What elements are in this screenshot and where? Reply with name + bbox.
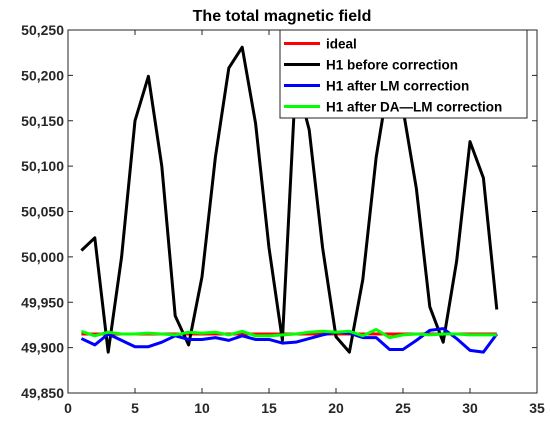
legend-label: H1 after LM correction <box>326 79 469 94</box>
legend: ideal H1 before correction H1 after LM cor… <box>279 29 528 119</box>
x-tick-label: 30 <box>462 400 478 416</box>
legend-label: H1 after DA—LM correction <box>326 100 502 115</box>
y-tick-label: 50,050 <box>21 204 64 220</box>
x-tick-label: 10 <box>194 400 210 416</box>
legend-label: ideal <box>326 37 357 52</box>
y-tick-label: 50,150 <box>21 113 64 129</box>
y-tick-label: 49,900 <box>21 340 64 356</box>
series-line-h1-after-lm-correction <box>80 327 499 354</box>
y-tick-label: 50,000 <box>21 249 64 265</box>
legend-box <box>279 29 528 119</box>
y-tick-label: 50,250 <box>21 22 64 38</box>
series-layer <box>80 45 499 354</box>
x-tick-label: 15 <box>261 400 277 416</box>
x-tick-label: 25 <box>395 400 411 416</box>
x-tick-label: 35 <box>529 400 545 416</box>
legend-label: H1 before correction <box>326 58 458 73</box>
series-line-h1-before-correction <box>80 45 499 354</box>
y-tick-label: 50,100 <box>21 158 64 174</box>
y-tick-label: 50,200 <box>21 67 64 83</box>
axes-layer: 0 5 10 15 20 25 30 35 49,850 49,900 49,950 50,000 50… <box>21 22 545 416</box>
x-tick-label: 0 <box>64 400 72 416</box>
x-tick-label: 20 <box>328 400 344 416</box>
y-tick-label: 49,950 <box>21 294 64 310</box>
series-line-h1-after-da-lm-correction <box>80 327 497 340</box>
chart-title: The total magnetic field <box>193 8 372 25</box>
y-tick-label: 49,850 <box>21 385 64 401</box>
x-tick-label: 5 <box>131 400 139 416</box>
